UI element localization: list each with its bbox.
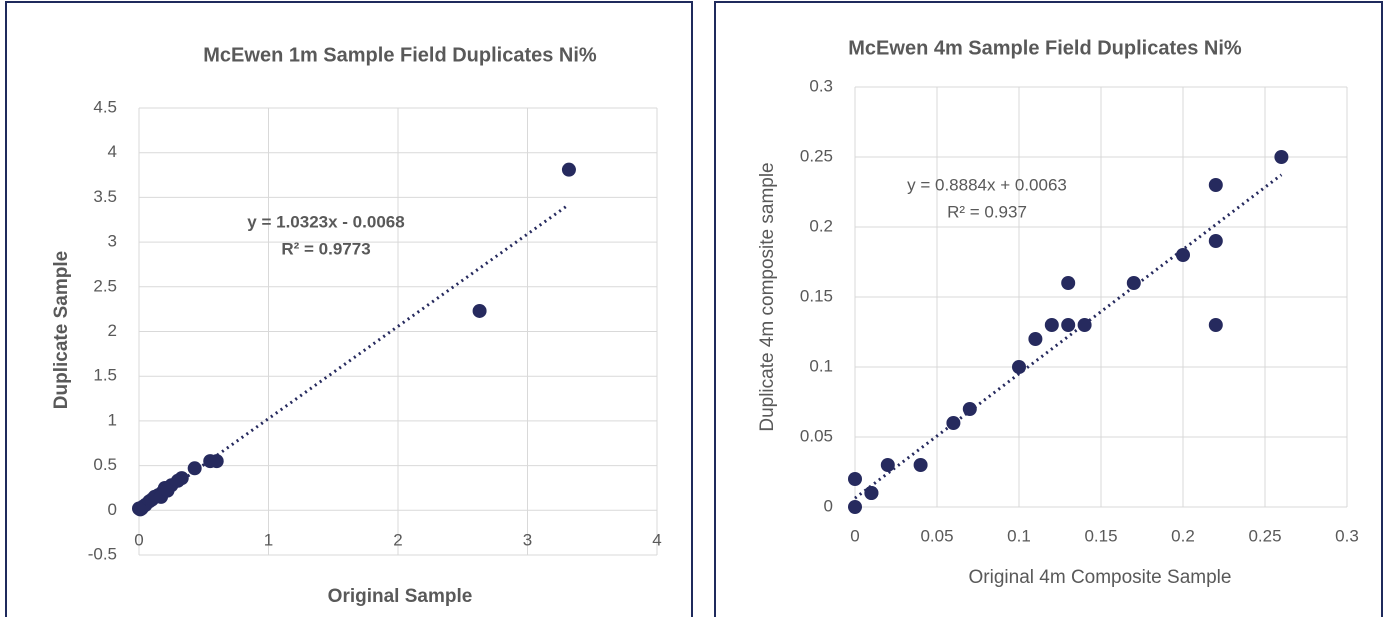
data-point	[132, 501, 146, 516]
x-tick-label: 4	[652, 530, 661, 549]
x-tick-label: 1	[264, 530, 273, 549]
data-point	[472, 303, 487, 318]
data-point	[1077, 318, 1092, 332]
x-axis-title: Original 4m Composite Sample	[969, 567, 1232, 588]
data-point	[187, 461, 202, 476]
x-tick-label: 0.2	[1171, 526, 1195, 545]
data-point	[561, 162, 576, 177]
x-tick-label: 0	[850, 526, 859, 545]
panel-border	[5, 1, 693, 617]
data-point	[864, 486, 879, 500]
y-tick-label: 0.3	[809, 76, 833, 95]
y-tick-label: 3	[108, 232, 117, 251]
data-point	[1028, 332, 1043, 346]
y-tick-label: 0.2	[809, 216, 833, 235]
x-tick-label: 0.15	[1084, 526, 1117, 545]
data-point	[1208, 234, 1223, 248]
y-tick-label: 0.15	[800, 286, 833, 305]
data-point	[962, 402, 977, 416]
y-tick-label: 0.1	[809, 356, 833, 375]
trendline-r2: R² = 0.9773	[281, 239, 370, 258]
data-point	[848, 500, 862, 514]
data-point	[1061, 276, 1076, 290]
y-tick-label: -0.5	[88, 544, 117, 563]
data-point	[1044, 318, 1059, 332]
trendline-r2: R² = 0.937	[947, 202, 1027, 221]
y-axis-title: Duplicate 4m composite sample	[757, 162, 778, 431]
data-point	[1176, 248, 1190, 262]
data-point	[1208, 318, 1223, 332]
data-point	[946, 416, 961, 430]
x-tick-label: 0.05	[920, 526, 953, 545]
y-tick-label: 2.5	[93, 276, 117, 295]
x-axis-title: Original Sample	[328, 586, 473, 607]
y-tick-label: 1.5	[93, 366, 117, 385]
y-tick-label: 0	[824, 496, 833, 515]
chart-title: McEwen 4m Sample Field Duplicates Ni%	[848, 37, 1242, 59]
y-tick-label: 0.05	[800, 426, 833, 445]
data-point	[1126, 276, 1141, 290]
trendline-equation: y = 1.0323x - 0.0068	[247, 212, 404, 231]
y-tick-label: 0.5	[93, 455, 117, 474]
y-tick-label: 4.5	[93, 97, 117, 116]
data-point	[913, 458, 928, 472]
data-point	[880, 458, 895, 472]
trendline-equation: y = 0.8884x + 0.0063	[907, 175, 1067, 194]
trendline	[138, 203, 570, 513]
y-tick-label: 4	[108, 142, 117, 161]
x-tick-label: 2	[393, 530, 402, 549]
x-tick-label: 0.3	[1335, 526, 1359, 545]
data-point	[848, 472, 862, 486]
x-tick-label: 0.1	[1007, 526, 1031, 545]
data-point	[1274, 150, 1289, 164]
x-tick-label: 0.25	[1248, 526, 1281, 545]
y-tick-label: 2	[108, 321, 117, 340]
trendline	[854, 173, 1283, 500]
x-tick-label: 3	[523, 530, 532, 549]
data-point	[203, 454, 218, 469]
y-tick-label: 0.25	[800, 146, 833, 165]
data-point	[1208, 178, 1223, 192]
x-tick-label: 0	[134, 530, 143, 549]
data-point	[1061, 318, 1076, 332]
data-point	[160, 483, 175, 498]
y-axis-title: Duplicate Sample	[51, 251, 72, 409]
panel-border	[714, 1, 1383, 617]
y-tick-label: 3.5	[93, 187, 117, 206]
y-tick-label: 0	[108, 500, 117, 519]
y-tick-label: 1	[108, 410, 117, 429]
data-point	[1012, 360, 1026, 374]
chart-title: McEwen 1m Sample Field Duplicates Ni%	[203, 44, 597, 66]
